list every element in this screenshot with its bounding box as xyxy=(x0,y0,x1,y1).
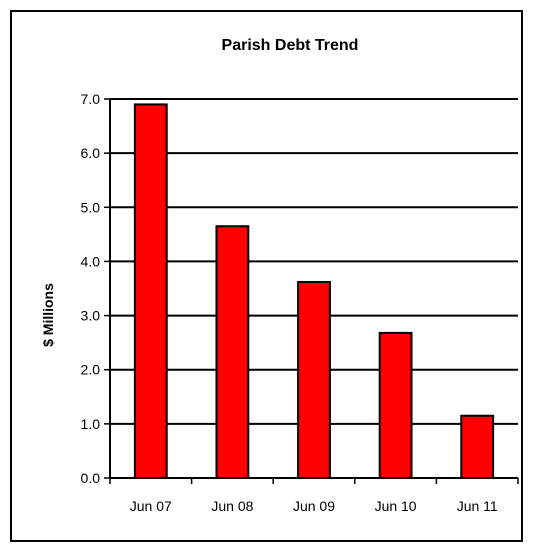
y-axis-label: $ Millions xyxy=(40,283,56,347)
bar xyxy=(215,225,250,479)
y-tick-label: 6.0 xyxy=(81,145,101,161)
y-tick-label: 0.0 xyxy=(81,470,101,486)
x-tick-label: Jun 09 xyxy=(293,498,335,514)
y-tick-label: 1.0 xyxy=(81,416,101,432)
y-tick-label: 5.0 xyxy=(81,199,101,215)
bar xyxy=(378,331,413,480)
bar xyxy=(297,281,331,480)
chart-title: Parish Debt Trend xyxy=(222,37,359,54)
x-tick-label: Jun 07 xyxy=(130,498,172,514)
y-tick-labels: 0.0 1.0 2.0 3.0 4.0 5.0 6.0 7.0 xyxy=(81,91,101,486)
y-tick-label: 4.0 xyxy=(81,253,101,269)
x-tick-label: Jun 10 xyxy=(375,498,417,514)
x-tick-label: Jun 08 xyxy=(211,498,253,514)
bar xyxy=(460,414,495,480)
y-tick-label: 7.0 xyxy=(81,91,101,107)
bar xyxy=(133,103,168,480)
gridlines xyxy=(110,98,518,425)
x-tick-labels: Jun 07 Jun 08 Jun 09 Jun 10 Jun 11 xyxy=(130,498,498,514)
axes xyxy=(104,98,519,484)
y-tick-label: 3.0 xyxy=(81,308,101,324)
x-tick-label: Jun 11 xyxy=(457,498,498,514)
y-tick-label: 2.0 xyxy=(81,362,101,378)
bars-group xyxy=(133,103,495,480)
